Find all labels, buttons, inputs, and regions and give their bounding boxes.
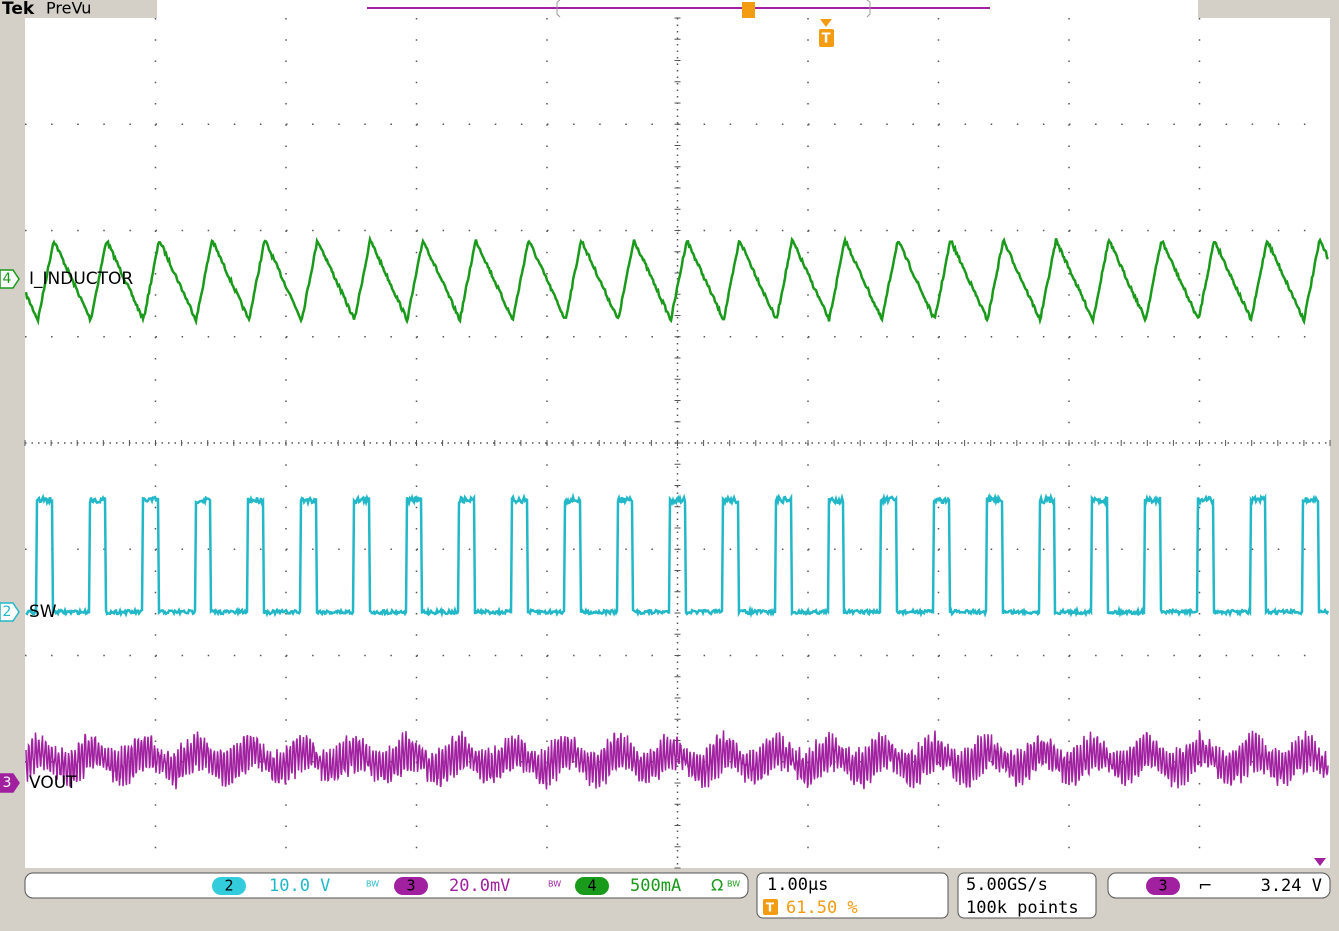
trigger-source: 3 — [1158, 877, 1167, 895]
bandwidth-flag: BW — [727, 880, 740, 889]
brand: Tek — [2, 0, 35, 19]
trigger-slope: ⌐ — [1198, 876, 1212, 896]
channel-number: 3 — [406, 877, 415, 895]
trigger-level: 3.24 V — [1261, 876, 1322, 896]
channel-scale: 500mA — [630, 876, 681, 896]
bandwidth-flag: BW — [366, 880, 379, 889]
channel-number: 4 — [587, 877, 596, 895]
trace-label: I_INDUCTOR — [29, 269, 133, 289]
trace-label: VOUT — [29, 773, 77, 793]
coupling-flag: Ω — [711, 876, 723, 895]
trigger-icon: T — [766, 901, 775, 915]
channel-marker-number: 2 — [3, 604, 12, 620]
channel-number: 2 — [224, 877, 233, 895]
trigger-position-letter: T — [822, 32, 831, 47]
channel-marker-number: 4 — [3, 271, 12, 287]
time-scale: 1.00µs — [767, 875, 828, 895]
record-length: 100k points — [966, 898, 1079, 918]
channel-scale: 20.0mV — [449, 876, 510, 896]
record-trigger-icon — [742, 2, 755, 18]
trigger-position: 61.50 % — [786, 898, 858, 918]
channel-marker-number: 3 — [3, 775, 12, 791]
bandwidth-flag: BW — [548, 880, 561, 889]
mode: PreVu — [46, 0, 91, 18]
trace-label: SW — [29, 602, 57, 622]
sample-rate: 5.00GS/s — [966, 875, 1048, 895]
channel-scale: 10.0 V — [269, 876, 330, 896]
